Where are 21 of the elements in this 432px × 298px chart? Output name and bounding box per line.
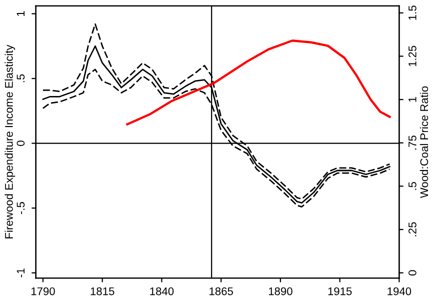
y-axis-title: Firewood Expenditure Income Elasticity: [4, 44, 16, 238]
y2-tick-label: 1.5: [408, 6, 416, 20]
x-tick-label: 1890: [268, 287, 292, 296]
x-tick-label: 1840: [150, 287, 174, 296]
y2-tick-label: .75: [408, 136, 416, 150]
x-tick-label: 1940: [388, 287, 412, 296]
x-tick-label: 1915: [328, 287, 352, 296]
y-tick-label: -1: [16, 268, 25, 278]
y2-tick-label: 0: [408, 270, 416, 276]
y2-tick-label: .25: [408, 222, 416, 236]
y2-tick-label: .5: [408, 182, 416, 190]
x-tick-label: 1815: [90, 287, 114, 296]
x-tick-label: 1790: [31, 287, 55, 296]
y-tick-label: .5: [16, 74, 25, 82]
y2-tick-label: 1: [408, 96, 416, 102]
y2-axis-title: Wood:Coal Price Ratio: [420, 86, 428, 198]
x-tick-label: 1865: [210, 287, 233, 296]
y2-tick-label: 1.25: [408, 46, 416, 66]
y-tick-label: -.5: [16, 202, 25, 214]
y-tick-label: 1: [16, 11, 25, 16]
y-tick-label: 0: [16, 140, 25, 146]
